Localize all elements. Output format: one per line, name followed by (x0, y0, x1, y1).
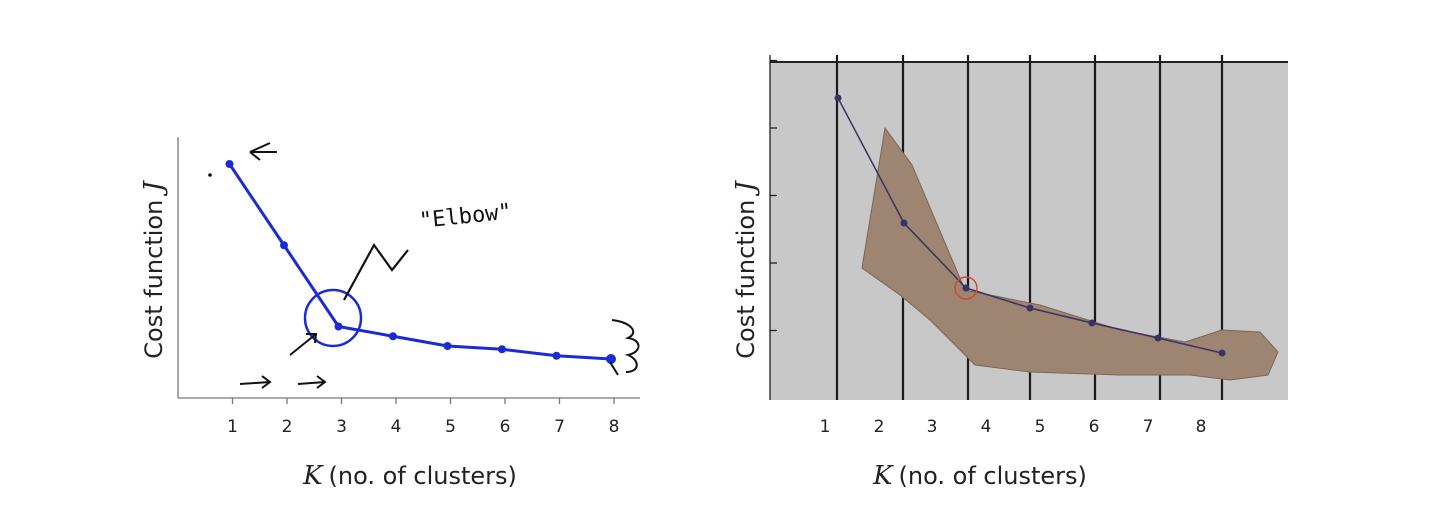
left-x-tick-label: 2 (282, 417, 293, 437)
arrow-right-1 (239, 375, 272, 389)
left-ylabel: Cost functionJ (139, 180, 169, 359)
right-data-point (834, 94, 842, 102)
left-data-point (552, 351, 561, 360)
right-x-tick-label: 8 (1196, 417, 1207, 437)
arrow-to-k1 (249, 142, 277, 161)
right-x-tick-label: 3 (927, 417, 938, 437)
left-data-point (498, 345, 506, 354)
left-series-line (228, 162, 613, 361)
arm-image (861, 126, 1279, 381)
left-data-point (225, 160, 234, 168)
arrow-up-elbow (289, 333, 318, 356)
left-x-tick-label: 5 (445, 417, 456, 437)
right-chart: 1 2 3 4 5 6 7 8 Cost functionJ K (no. of cluster… (731, 55, 1288, 491)
right-data-point (900, 219, 908, 227)
right-x-tick-label: 4 (981, 417, 992, 437)
left-x-tick-label: 1 (227, 417, 238, 437)
right-data-point (1154, 334, 1162, 342)
right-data-point (1026, 304, 1034, 312)
left-data-point (606, 354, 616, 364)
left-x-tick-label: 4 (391, 417, 402, 437)
right-x-tick-label: 5 (1035, 417, 1046, 437)
right-x-tick-label: 7 (1143, 417, 1154, 437)
left-chart: 1 2 3 4 5 6 7 8 "Elbow" Cost functionJ K (no. of… (139, 137, 640, 491)
left-data-point (280, 241, 288, 250)
elbow-label: "Elbow" (418, 199, 513, 234)
elbow-pointer-squiggle (343, 242, 409, 301)
right-data-point (1218, 349, 1226, 357)
left-data-point (443, 342, 452, 350)
right-x-tick-label: 6 (1089, 417, 1100, 437)
left-x-tick-label: 3 (336, 417, 347, 437)
left-x-tick-label: 6 (500, 417, 511, 437)
left-x-tick-label: 8 (609, 417, 620, 437)
left-xlabel: K (no. of clusters) (302, 461, 517, 491)
right-x-tick-label: 2 (874, 417, 885, 437)
left-data-point (334, 322, 343, 331)
right-x-tick-label: 1 (820, 417, 831, 437)
right-ylabel: Cost functionJ (731, 180, 761, 359)
right-data-point (962, 284, 970, 292)
left-data-point (389, 332, 397, 341)
right-data-point (1088, 319, 1096, 327)
stray-dot (208, 173, 212, 177)
right-elbow-circle (954, 276, 978, 300)
right-xlabel: K (no. of clusters) (872, 461, 1087, 491)
elbow-circle (303, 288, 363, 348)
squiggle-right (609, 319, 640, 376)
left-x-tick-label: 7 (554, 417, 565, 437)
arrow-right-2 (297, 375, 327, 389)
